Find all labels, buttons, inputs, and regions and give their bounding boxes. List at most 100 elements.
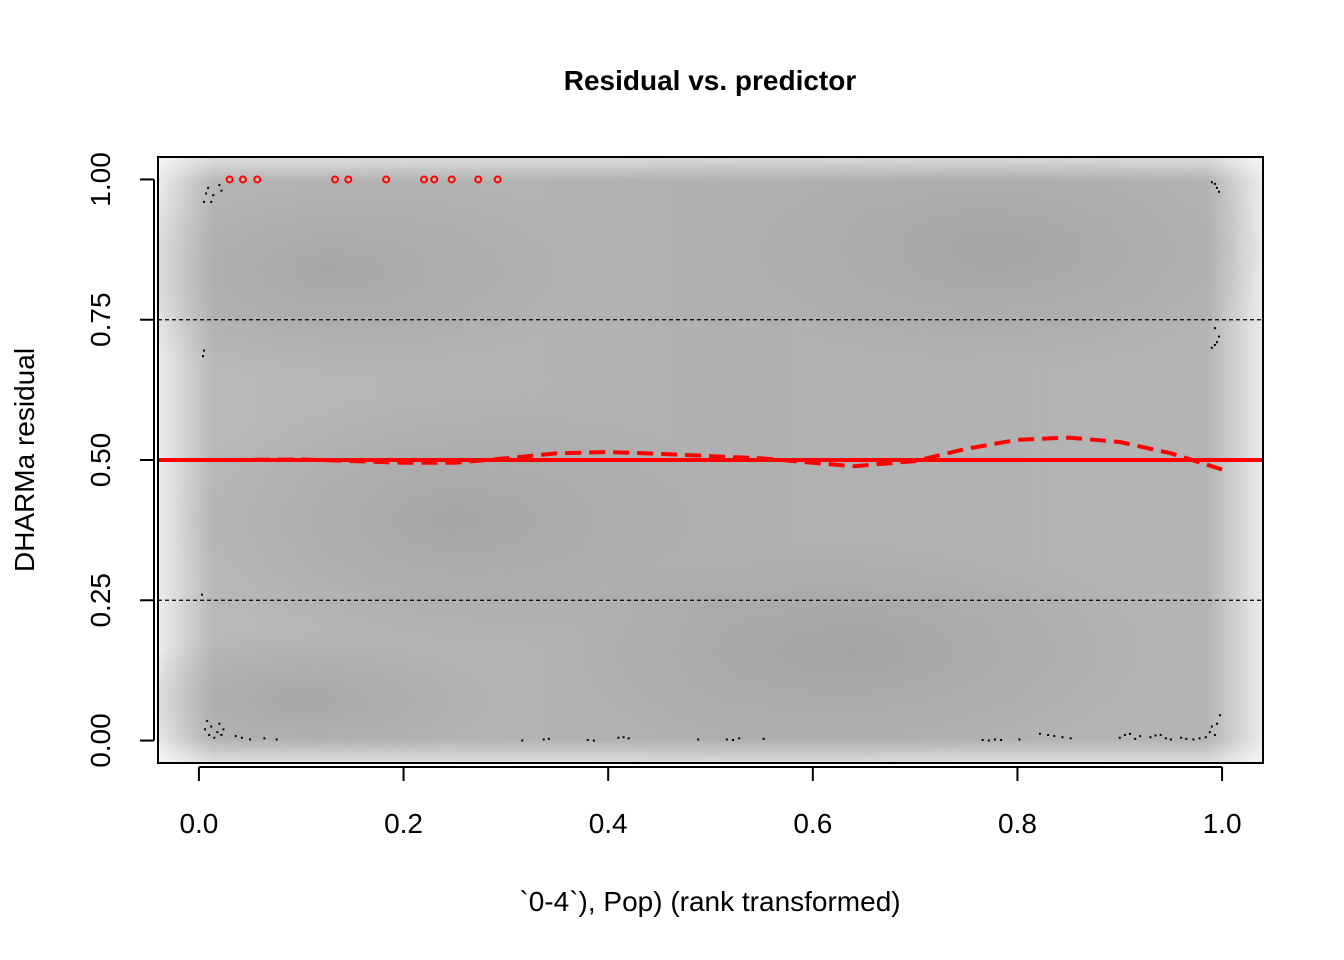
data-point (1134, 737, 1137, 740)
data-point (993, 738, 996, 741)
data-point (208, 733, 211, 736)
outlier-point (331, 175, 340, 184)
data-point (1000, 738, 1003, 741)
data-point (586, 738, 589, 741)
data-point (1053, 735, 1056, 738)
x-tick-label: 0.6 (793, 808, 832, 839)
data-point (617, 736, 620, 739)
x-axis-label: `0-4`), Pop) (rank transformed) (519, 886, 900, 917)
x-tick-label: 1.0 (1203, 808, 1242, 839)
data-point (222, 728, 225, 731)
y-axis: 0.00 0.25 0.50 0.75 1.00 (85, 152, 155, 768)
data-point (213, 736, 216, 739)
data-point (1038, 732, 1041, 735)
plot-frame (157, 156, 1264, 764)
outlier-point (447, 175, 456, 184)
data-point (1213, 327, 1216, 330)
plot-background (158, 157, 1263, 763)
data-point (216, 731, 219, 734)
data-point (1210, 346, 1213, 349)
data-point (1215, 341, 1218, 344)
smooth-line (229, 435, 1223, 472)
data-point (205, 192, 208, 195)
data-point (210, 200, 213, 203)
data-point (1154, 734, 1157, 737)
y-tick-label: 0.75 (85, 292, 116, 347)
data-point (206, 719, 209, 722)
data-point (697, 738, 700, 741)
data-point (220, 189, 223, 192)
data-point (1185, 737, 1188, 740)
y-tick-label: 0.00 (85, 713, 116, 768)
data-point (738, 737, 741, 740)
reference-lines (158, 319, 1263, 601)
outlier-points (225, 175, 502, 184)
y-axis-label: DHARMa residual (9, 348, 40, 572)
data-point (204, 728, 207, 731)
data-point (200, 593, 203, 596)
outlier-point (474, 175, 483, 184)
data-point (1215, 722, 1218, 725)
data-point (732, 738, 735, 741)
outlier-point (430, 175, 439, 184)
y-tick-label: 0.50 (85, 433, 116, 488)
smooth-curve (229, 435, 1223, 472)
data-point (220, 733, 223, 736)
data-point (207, 186, 210, 189)
data-point (1215, 186, 1218, 189)
residual-points (200, 181, 1222, 742)
data-point (1210, 181, 1213, 184)
data-point (547, 737, 550, 740)
data-point (263, 737, 266, 740)
data-point (1219, 714, 1222, 717)
data-point (521, 739, 524, 742)
x-tick-label: 0.4 (589, 808, 628, 839)
data-point (725, 738, 728, 741)
data-point (1218, 190, 1221, 193)
data-point (1047, 733, 1050, 736)
x-axis: 0.0 0.2 0.4 0.6 0.8 1.0 (179, 766, 1242, 839)
outlier-point (420, 175, 429, 184)
data-point (1192, 738, 1195, 741)
data-point (1164, 737, 1167, 740)
data-point (1208, 731, 1211, 734)
data-point (1218, 335, 1221, 338)
y-tick-label: 0.25 (85, 573, 116, 628)
data-point (1213, 733, 1216, 736)
data-point (234, 735, 237, 738)
data-point (987, 739, 990, 742)
data-point (1149, 736, 1152, 739)
data-point (1210, 725, 1213, 728)
outlier-point (344, 175, 353, 184)
data-point (249, 738, 252, 741)
data-point (627, 737, 630, 740)
data-point (1123, 733, 1126, 736)
y-tick-label: 1.00 (85, 152, 116, 207)
data-point (240, 736, 243, 739)
data-point (275, 738, 278, 741)
data-point (218, 184, 221, 187)
data-point (1159, 733, 1162, 736)
outlier-point (238, 175, 247, 184)
data-point (981, 738, 984, 741)
data-point (203, 349, 206, 352)
outlier-point (493, 175, 502, 184)
data-point (210, 725, 213, 728)
data-point (203, 200, 206, 203)
data-point (1018, 738, 1021, 741)
data-point (1069, 737, 1072, 740)
x-tick-label: 0.0 (179, 808, 218, 839)
data-point (1198, 737, 1201, 740)
data-point (1169, 738, 1172, 741)
data-point (1118, 736, 1121, 739)
data-point (1213, 343, 1216, 346)
data-point (592, 739, 595, 742)
data-point (1204, 736, 1207, 739)
data-point (762, 737, 765, 740)
x-tick-label: 0.8 (998, 808, 1037, 839)
data-point (1139, 735, 1142, 738)
data-point (1213, 182, 1216, 185)
data-point (622, 736, 625, 739)
data-point (1180, 736, 1183, 739)
